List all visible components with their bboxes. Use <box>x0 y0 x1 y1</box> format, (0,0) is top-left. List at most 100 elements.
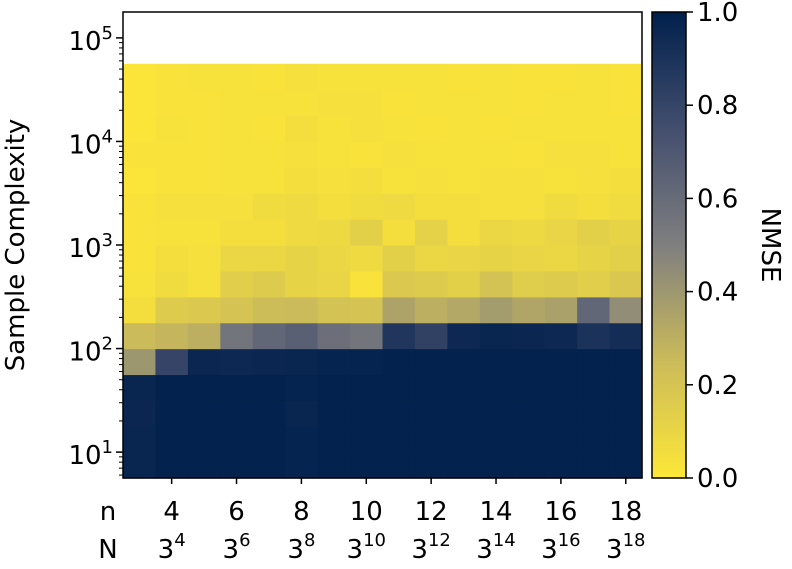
heatmap-cell <box>252 167 286 194</box>
heatmap-cell <box>350 89 384 117</box>
heatmap-cell <box>252 296 286 324</box>
heatmap-cell <box>447 63 481 91</box>
heatmap-cell <box>220 63 254 91</box>
heatmap-cell <box>382 400 416 427</box>
x-tick-label-n: 6 <box>228 497 245 527</box>
heatmap-cell <box>512 193 546 220</box>
heatmap-cell <box>285 374 319 401</box>
heatmap-cell <box>220 89 254 117</box>
heatmap-cell <box>512 348 546 376</box>
heatmap-cell <box>414 89 448 117</box>
heatmap-cell <box>155 374 189 401</box>
heatmap-cell <box>414 400 448 427</box>
heatmap-cell <box>479 193 513 220</box>
colorbar-tick-label: 0.8 <box>697 91 738 121</box>
heatmap-cell <box>220 167 254 194</box>
heatmap-cell <box>479 400 513 427</box>
heatmap-cell <box>382 63 416 91</box>
heatmap-cell <box>187 141 221 168</box>
heatmap-cell <box>187 115 221 143</box>
heatmap-cell <box>155 115 189 143</box>
heatmap-cell <box>123 115 157 143</box>
heatmap-cell <box>317 167 351 194</box>
heatmap-cell <box>382 322 416 350</box>
heatmap-cell <box>479 141 513 168</box>
heatmap-cell <box>414 115 448 143</box>
heatmap-cell <box>414 296 448 324</box>
heatmap-cell <box>447 452 481 479</box>
heatmap-cell <box>447 348 481 376</box>
x-row-title-N: N <box>98 535 117 565</box>
heatmap-cell <box>187 296 221 324</box>
heatmap-cell <box>123 245 157 272</box>
heatmap-cell <box>123 426 157 453</box>
heatmap-cell <box>382 167 416 194</box>
x-row-title-n: n <box>100 497 116 527</box>
heatmap-cell <box>220 219 254 246</box>
x-tick-label-n: 4 <box>163 497 180 527</box>
heatmap-cell <box>317 115 351 143</box>
heatmap-cell <box>577 245 611 272</box>
heatmap-cell <box>123 452 157 479</box>
heatmap-cell <box>414 374 448 401</box>
heatmap-cell <box>414 426 448 453</box>
heatmap-cell <box>155 296 189 324</box>
heatmap-cell <box>285 141 319 168</box>
heatmap-cell <box>187 400 221 427</box>
heatmap-cell <box>350 245 384 272</box>
heatmap-cell <box>123 374 157 401</box>
heatmap-cell <box>479 348 513 376</box>
colorbar-tick-label: 0.0 <box>697 464 738 494</box>
heatmap-cell <box>544 348 578 376</box>
heatmap-cell <box>414 193 448 220</box>
heatmap-cell <box>447 89 481 117</box>
heatmap-cell <box>512 63 546 91</box>
heatmap-cell <box>577 219 611 246</box>
heatmap-cell <box>155 270 189 298</box>
heatmap-cell <box>609 141 643 168</box>
colorbar-tick-label: 0.2 <box>697 371 738 401</box>
heatmap-cell <box>609 245 643 272</box>
heatmap-cell <box>414 141 448 168</box>
heatmap-cell <box>544 374 578 401</box>
heatmap-cell <box>187 270 221 298</box>
heatmap-cell <box>220 322 254 350</box>
heatmap-cell <box>544 167 578 194</box>
colorbar-tick-label: 0.6 <box>697 184 738 214</box>
x-tick-label-n: 14 <box>479 497 512 527</box>
heatmap-cell <box>447 322 481 350</box>
heatmap-cell <box>512 426 546 453</box>
heatmap-cell <box>577 141 611 168</box>
heatmap-cell <box>544 193 578 220</box>
heatmap-cell <box>414 219 448 246</box>
heatmap-cell <box>285 426 319 453</box>
heatmap-cell <box>350 193 384 220</box>
x-tick-label-n: 10 <box>350 497 383 527</box>
heatmap-cell <box>382 89 416 117</box>
x-tick-label-n: 8 <box>293 497 310 527</box>
heatmap-cell <box>123 63 157 91</box>
heatmap-cell <box>609 89 643 117</box>
heatmap-cell <box>414 270 448 298</box>
heatmap-cell <box>479 245 513 272</box>
heatmap-cell <box>155 193 189 220</box>
heatmap-cell <box>447 270 481 298</box>
heatmap-cell <box>350 270 384 298</box>
heatmap-cell <box>414 245 448 272</box>
heatmap-cell <box>252 115 286 143</box>
heatmap-cell <box>220 400 254 427</box>
heatmap-cell <box>252 270 286 298</box>
heatmap-cell <box>187 426 221 453</box>
heatmap-cell <box>123 219 157 246</box>
heatmap-cell <box>187 63 221 91</box>
heatmap-cell <box>544 219 578 246</box>
heatmap-cell <box>155 452 189 479</box>
heatmap-cell <box>350 374 384 401</box>
heatmap-cell <box>577 400 611 427</box>
heatmap-cell <box>544 245 578 272</box>
heatmap-cell <box>350 63 384 91</box>
heatmap-cell <box>382 193 416 220</box>
y-tick-label: 105 <box>68 23 113 57</box>
colorbar <box>651 11 687 479</box>
